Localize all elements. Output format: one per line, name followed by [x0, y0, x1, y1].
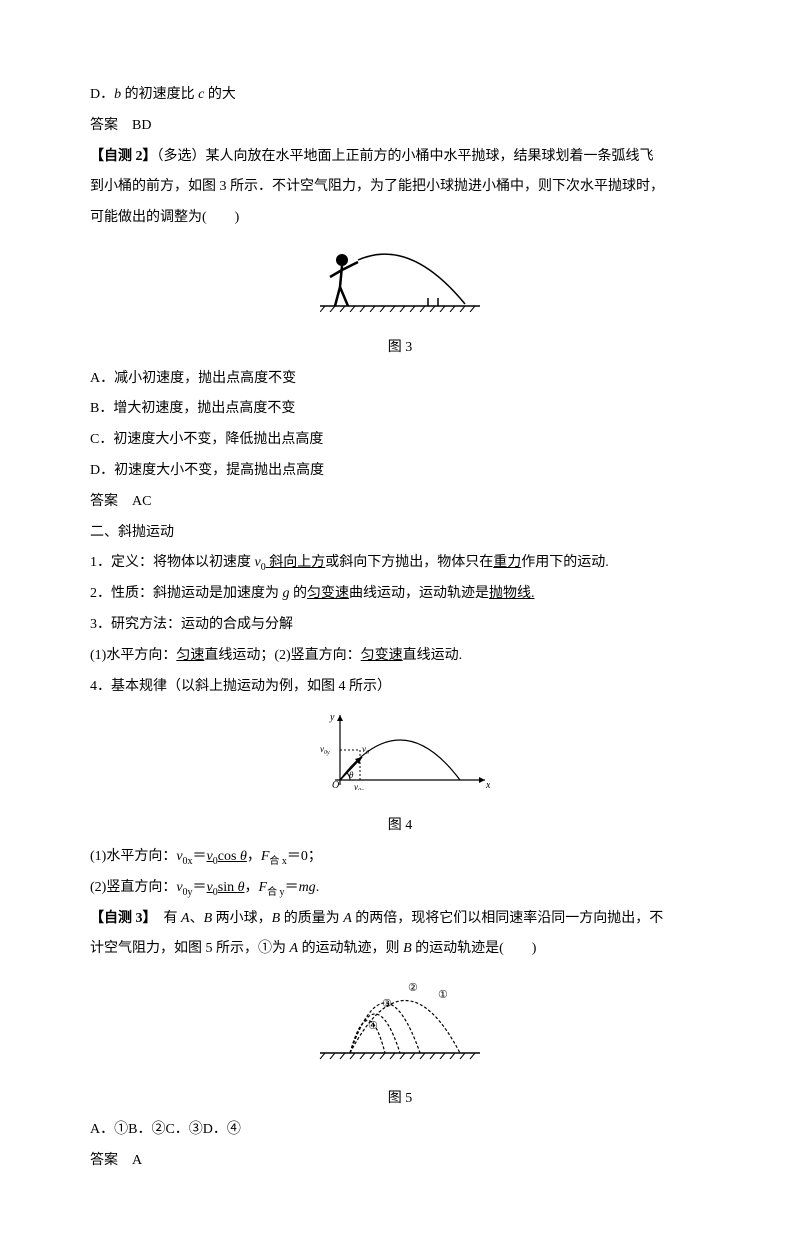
figure-4: x y O θ v0y v0x v0	[90, 710, 710, 803]
svg-text:②: ②	[408, 982, 418, 994]
svg-text:O: O	[332, 780, 339, 790]
option-d: D．b 的初速度比 c 的大	[90, 80, 710, 111]
eq-v: (2)竖直方向：v0y＝v0sin θ，F合 y＝mg.	[90, 873, 710, 904]
svg-text:θ: θ	[349, 770, 354, 780]
svg-text:③: ③	[382, 998, 392, 1010]
svg-text:v0y: v0y	[320, 744, 330, 756]
method-line: 3．研究方法：运动的合成与分解	[90, 610, 710, 641]
svg-text:v0: v0	[362, 744, 369, 756]
q2-b: B．增大初速度，抛出点高度不变	[90, 394, 710, 425]
q3-line2: 计空气阻力，如图 5 所示，①为 A 的运动轨迹，则 B 的运动轨迹是( )	[90, 934, 710, 965]
rule-line: 4．基本规律（以斜上抛运动为例，如图 4 所示）	[90, 672, 710, 703]
q3-options: A．①B．②C．③D．④	[90, 1115, 710, 1146]
answer-3: 答案 A	[90, 1146, 710, 1177]
svg-text:y: y	[329, 712, 335, 723]
section-2: 二、斜抛运动	[90, 518, 710, 549]
figure-5: ① ② ③ ④	[90, 973, 710, 1076]
prop-line: 2．性质：斜抛运动是加速度为 g 的匀变速曲线运动，运动轨迹是抛物线.	[90, 579, 710, 610]
q3-line1: 【自测 3】 有 A、B 两小球，B 的质量为 A 的两倍，现将它们以相同速率沿…	[90, 904, 710, 935]
q2-line3: 可能做出的调整为( )	[90, 203, 710, 234]
q2-line2: 到小桶的前方，如图 3 所示．不计空气阻力，为了能把小球抛进小桶中，则下次水平抛…	[90, 172, 710, 203]
q2-c: C．初速度大小不变，降低抛出点高度	[90, 425, 710, 456]
fig3-caption: 图 3	[90, 333, 710, 364]
fig4-caption: 图 4	[90, 811, 710, 842]
figure-3	[90, 242, 710, 325]
def-line: 1．定义：将物体以初速度 v0 斜向上方或斜向下方抛出，物体只在重力作用下的运动…	[90, 548, 710, 579]
answer-1: 答案 BD	[90, 111, 710, 142]
fig5-caption: 图 5	[90, 1084, 710, 1115]
svg-text:④: ④	[368, 1020, 378, 1032]
svg-text:v0x: v0x	[354, 782, 364, 790]
q2-d: D．初速度大小不变，提高抛出点高度	[90, 456, 710, 487]
answer-2: 答案 AC	[90, 487, 710, 518]
decomp-line: (1)水平方向：匀速直线运动；(2)竖直方向：匀变速直线运动.	[90, 641, 710, 672]
q2-line1: 【自测 2】（多选）某人向放在水平地面上正前方的小桶中水平抛球，结果球划着一条弧…	[90, 142, 710, 173]
svg-text:①: ①	[438, 989, 448, 1001]
eq-h: (1)水平方向：v0x＝v0cos θ，F合 x＝0；	[90, 842, 710, 873]
svg-text:x: x	[485, 780, 490, 790]
q2-a: A．减小初速度，抛出点高度不变	[90, 364, 710, 395]
